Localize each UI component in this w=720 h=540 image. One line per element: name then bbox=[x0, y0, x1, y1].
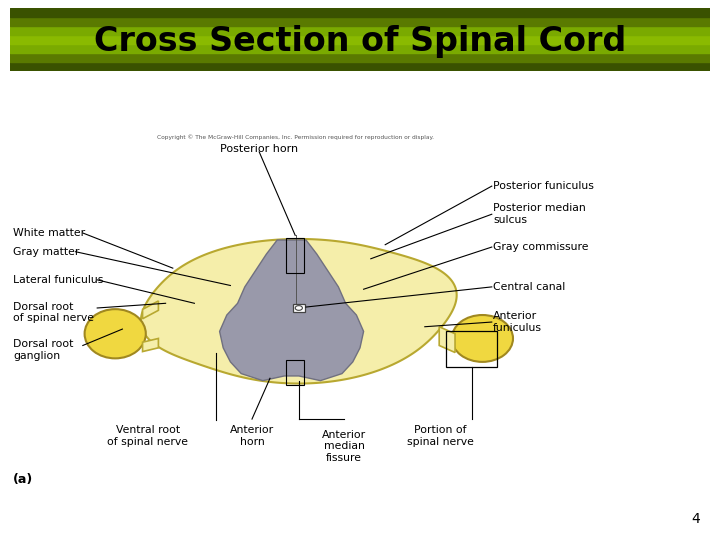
Ellipse shape bbox=[85, 309, 145, 359]
Bar bbox=[10, 62, 710, 71]
Text: Anterior
funiculus: Anterior funiculus bbox=[493, 311, 542, 333]
Text: Dorsal root
ganglion: Dorsal root ganglion bbox=[13, 339, 73, 361]
Text: Anterior
horn: Anterior horn bbox=[230, 425, 274, 447]
Polygon shape bbox=[439, 327, 455, 353]
Bar bbox=[446, 332, 497, 367]
Text: Posterior funiculus: Posterior funiculus bbox=[493, 181, 594, 191]
Circle shape bbox=[295, 306, 302, 310]
Polygon shape bbox=[143, 339, 158, 352]
Text: Lateral funiculus: Lateral funiculus bbox=[13, 275, 104, 285]
Text: Central canal: Central canal bbox=[493, 282, 565, 292]
Polygon shape bbox=[143, 301, 158, 319]
Text: Posterior horn: Posterior horn bbox=[220, 144, 298, 153]
Text: Copyright © The McGraw-Hill Companies, Inc. Permission required for reproduction: Copyright © The McGraw-Hill Companies, I… bbox=[157, 134, 433, 140]
Text: Ventral root
of spinal nerve: Ventral root of spinal nerve bbox=[107, 425, 188, 447]
Bar bbox=[287, 360, 304, 386]
Text: Gray commissure: Gray commissure bbox=[493, 242, 589, 252]
Bar bbox=[10, 26, 710, 35]
Text: 4: 4 bbox=[691, 512, 700, 526]
Text: Gray matter: Gray matter bbox=[13, 247, 79, 256]
Bar bbox=[10, 17, 710, 26]
Bar bbox=[10, 53, 710, 62]
Polygon shape bbox=[141, 239, 456, 383]
Text: Portion of
spinal nerve: Portion of spinal nerve bbox=[408, 425, 474, 447]
Ellipse shape bbox=[452, 315, 513, 362]
Text: Anterior
median
fissure: Anterior median fissure bbox=[322, 430, 366, 463]
Text: (a): (a) bbox=[13, 472, 33, 485]
Bar bbox=[10, 44, 710, 53]
Text: Cross Section of Spinal Cord: Cross Section of Spinal Cord bbox=[94, 25, 626, 58]
Text: White matter: White matter bbox=[13, 228, 85, 238]
Bar bbox=[287, 238, 304, 273]
Polygon shape bbox=[220, 240, 364, 381]
Text: Dorsal root
of spinal nerve: Dorsal root of spinal nerve bbox=[13, 302, 94, 323]
Bar bbox=[10, 35, 710, 44]
Bar bbox=[293, 304, 305, 312]
Text: Posterior median
sulcus: Posterior median sulcus bbox=[493, 204, 586, 225]
Bar bbox=[10, 8, 710, 17]
